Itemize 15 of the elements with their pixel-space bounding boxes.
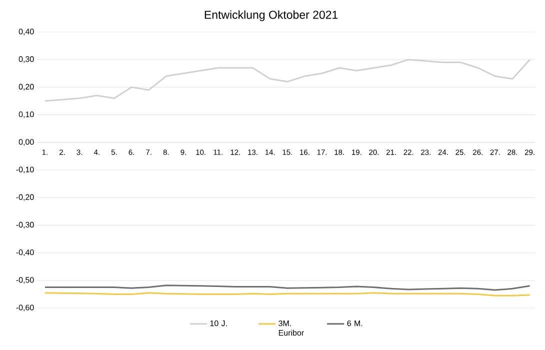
y-tick-label: -0,40 [16,249,34,256]
legend-label: 3M. Euribor [278,320,304,336]
y-tick-label: -0,60 [16,304,34,312]
y-tick-label: 0,20 [18,84,34,90]
y-tick-label: 0,00 [18,139,34,146]
legend-label: 6 M. [347,320,362,326]
y-tick-label: -0,50 [16,277,34,284]
legend-label: 10 J. [210,320,227,326]
y-tick-label: 0,10 [18,111,34,118]
y-tick-label: -0,30 [16,222,34,228]
y-tick-label: 0,30 [18,56,34,63]
chart-title: Entwicklung Oktober 2021 [204,10,338,22]
y-tick-label: -0,10 [16,166,34,174]
y-tick-label: -0,20 [16,194,34,201]
y-tick-label: 0,40 [18,28,34,36]
